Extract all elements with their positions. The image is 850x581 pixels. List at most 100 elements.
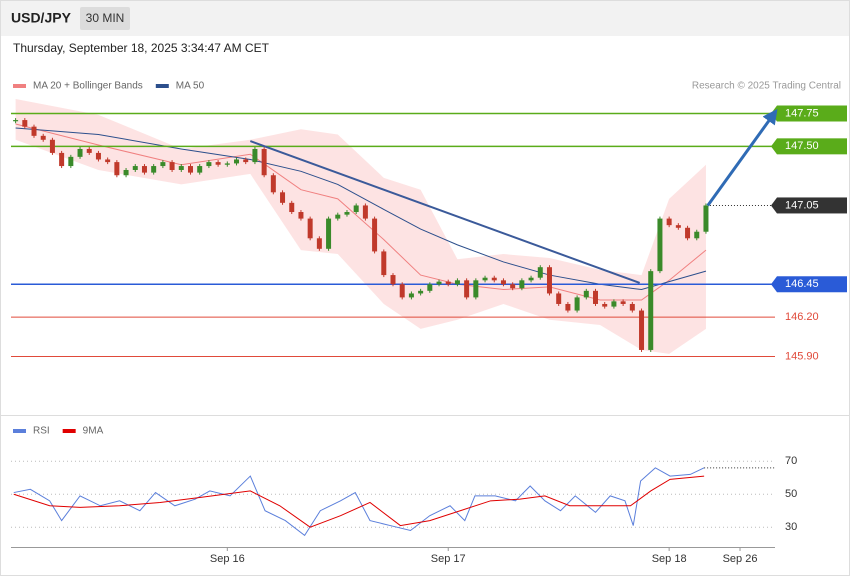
candle	[519, 280, 525, 289]
candle	[261, 148, 267, 176]
candle	[187, 166, 193, 173]
candle	[473, 280, 479, 298]
candle	[491, 277, 497, 281]
trend-arrow	[706, 108, 778, 207]
candle	[500, 280, 506, 285]
level-label-pointer	[771, 276, 777, 293]
candle	[528, 277, 534, 281]
candle	[141, 166, 147, 173]
candle	[464, 280, 470, 298]
candle	[95, 152, 101, 160]
candle	[418, 290, 424, 294]
timeframe-chip[interactable]	[80, 7, 130, 30]
candle	[639, 310, 645, 350]
candle	[685, 227, 691, 239]
candle	[556, 293, 562, 304]
candle	[326, 218, 332, 249]
timestamp: Thursday, September 18, 2025 3:34:47 AM …	[13, 41, 270, 55]
candle	[611, 301, 617, 307]
level-label-box	[777, 138, 847, 155]
candle	[252, 148, 258, 163]
level-label-pointer	[771, 197, 777, 214]
candle	[59, 152, 65, 167]
candle	[114, 162, 120, 176]
candle	[307, 218, 313, 239]
candle	[482, 277, 488, 281]
candle	[40, 135, 46, 140]
y-tick-label: 30	[785, 521, 797, 533]
candle	[454, 280, 460, 285]
candle	[510, 284, 516, 289]
legend-label: 9MA	[83, 426, 104, 437]
candle	[574, 297, 580, 311]
candle	[151, 166, 157, 173]
trend-line	[249, 140, 641, 284]
legend-swatch	[13, 84, 26, 88]
candle	[123, 169, 129, 176]
x-tick-label: Sep 18	[652, 553, 687, 565]
level-label: 145.90	[785, 350, 819, 362]
candle	[243, 159, 249, 163]
candle	[197, 166, 203, 173]
candle	[546, 267, 552, 294]
candle	[629, 303, 635, 311]
legend-swatch	[155, 84, 169, 88]
candle	[160, 162, 166, 167]
candle	[105, 159, 111, 163]
candle	[270, 175, 276, 193]
candle	[206, 162, 212, 167]
candle	[234, 159, 240, 164]
x-tick-label: Sep 26	[723, 553, 758, 565]
candle	[593, 290, 599, 304]
legend-label: MA 20 + Bollinger Bands	[33, 81, 143, 92]
candle	[68, 156, 74, 167]
candle	[565, 303, 571, 311]
legend-swatch	[62, 429, 76, 433]
symbol: USD/JPY	[11, 10, 72, 26]
level-label: 146.20	[785, 311, 819, 323]
candle	[408, 293, 414, 298]
candle	[178, 166, 184, 170]
candle	[372, 218, 378, 252]
candle	[602, 303, 608, 307]
candle	[298, 212, 304, 219]
candle	[22, 120, 28, 127]
moving-average	[15, 123, 707, 301]
bollinger-band	[15, 99, 706, 354]
level-label: 147.05	[785, 199, 819, 211]
legend-label: RSI	[33, 426, 50, 437]
candle	[657, 218, 663, 272]
level-label-box	[777, 197, 847, 214]
indicator-line	[13, 467, 705, 537]
candle	[399, 284, 405, 298]
candle	[49, 139, 55, 153]
level-label-box	[777, 276, 847, 293]
candle	[224, 163, 230, 165]
candle	[694, 231, 700, 239]
candle	[280, 192, 286, 203]
candle	[215, 162, 221, 165]
credit: Research © 2025 Trading Central	[692, 81, 841, 92]
level-label-pointer	[771, 138, 777, 155]
legend-label: MA 50	[176, 81, 205, 92]
candle	[77, 148, 83, 157]
timeframe[interactable]: 30 MIN	[86, 11, 125, 25]
candle	[362, 205, 368, 219]
candle	[13, 120, 19, 122]
candle	[537, 267, 543, 278]
level-label-box	[777, 105, 847, 122]
moving-average	[15, 127, 707, 291]
candle	[666, 218, 672, 226]
candle	[344, 212, 350, 215]
candle	[675, 225, 681, 228]
candle	[353, 205, 359, 213]
candle	[390, 275, 396, 285]
x-tick-label: Sep 17	[431, 553, 466, 565]
indicator-line	[13, 475, 705, 528]
candle	[703, 205, 709, 232]
candle	[436, 281, 442, 285]
header-bar	[1, 1, 849, 36]
candle	[620, 301, 626, 304]
